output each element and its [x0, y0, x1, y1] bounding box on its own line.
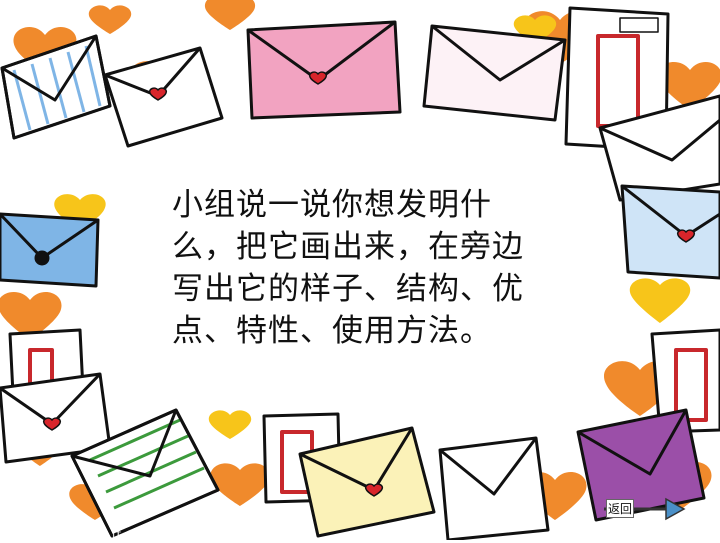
envelope-icon [70, 408, 220, 538]
back-button[interactable]: 返回 [600, 497, 686, 521]
envelope-icon [620, 184, 720, 280]
envelope-icon [298, 426, 436, 538]
back-label: 返回 [606, 499, 635, 518]
heart-icon [658, 62, 720, 110]
heart-icon [210, 463, 270, 506]
heart-icon [0, 292, 62, 340]
envelope-icon [598, 94, 720, 202]
heart-icon [208, 410, 252, 439]
envelope-icon [576, 408, 706, 522]
heart-icon [629, 278, 691, 323]
heart-icon [308, 71, 328, 85]
heart-icon [42, 417, 62, 431]
heart-icon [88, 5, 132, 34]
envelope-icon [438, 436, 550, 540]
envelope-icon [103, 46, 224, 148]
heart-icon [204, 0, 256, 30]
watermark: 图 Lepic.com / lf [2, 528, 122, 543]
envelope-icon [0, 34, 112, 140]
envelope-icon [422, 24, 567, 122]
heart-icon [676, 229, 696, 243]
envelope-icon [246, 20, 402, 120]
heart-icon [364, 483, 384, 497]
heart-icon [148, 87, 168, 101]
slide-body-text: 小组说一说你想发明什么，把它画出来，在旁边写出它的样子、结构、优点、特性、使用方… [172, 187, 524, 349]
envelope-icon [650, 328, 720, 434]
envelope-icon [0, 212, 100, 288]
envelope-icon [0, 372, 112, 464]
